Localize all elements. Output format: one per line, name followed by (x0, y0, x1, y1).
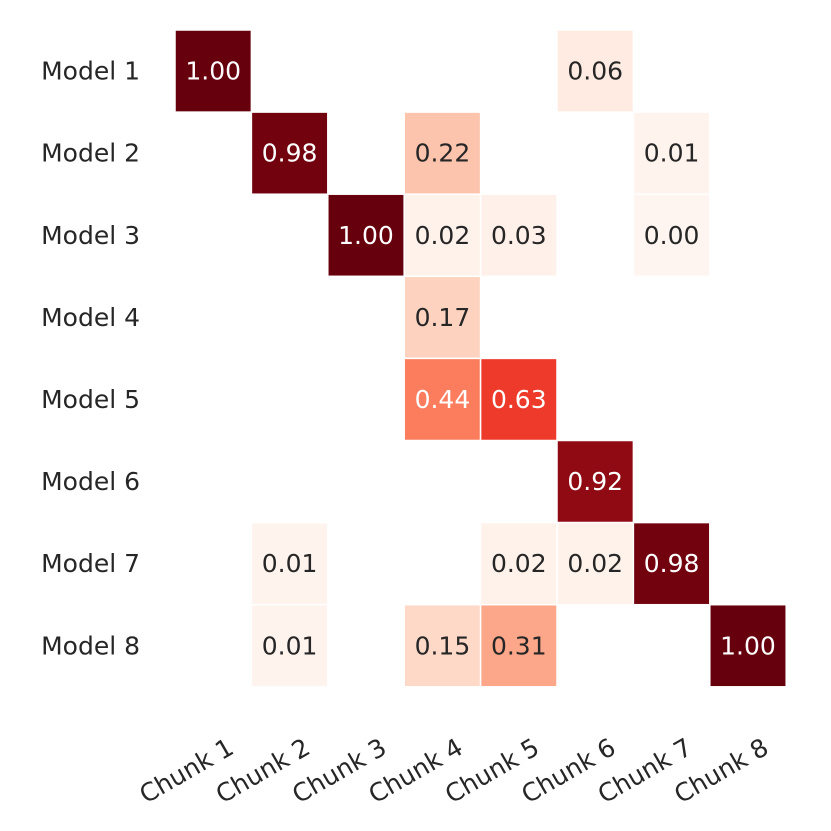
heatmap-cell-r3-c5 (479, 193, 558, 278)
cell-value-r1-c6: 0.06 (567, 57, 623, 86)
row-label-1: Model 1 (41, 57, 140, 86)
cell-value-r8-c2: 0.01 (262, 631, 318, 660)
heatmap-cell-r3-c7 (632, 193, 711, 278)
cell-value-r5-c5: 0.63 (491, 385, 547, 414)
cell-value-r3-c5: 0.03 (491, 221, 547, 250)
heatmap-cell-r4-c4 (403, 275, 482, 360)
cell-value-r3-c7: 0.00 (644, 221, 700, 250)
heatmap-cell-r2-c4 (403, 111, 482, 195)
heatmap-cell-r1-c1 (174, 29, 253, 113)
row-label-7: Model 7 (41, 549, 140, 578)
heatmap-cell-r8-c4 (403, 603, 482, 688)
cell-value-r6-c6: 0.92 (567, 467, 623, 496)
heatmap-cell-r3-c3 (327, 193, 405, 278)
heatmap-cell-r7-c2 (250, 521, 329, 606)
cell-value-r3-c4: 0.02 (415, 221, 471, 250)
heatmap-cell-r8-c2 (250, 603, 329, 688)
row-label-3: Model 3 (41, 221, 140, 250)
cell-value-r2-c7: 0.01 (644, 139, 700, 168)
heatmap-cell-r8-c5 (479, 603, 558, 688)
row-label-8: Model 8 (41, 631, 140, 660)
cell-value-r7-c6: 0.02 (567, 549, 623, 578)
cell-value-r7-c5: 0.02 (491, 549, 547, 578)
cell-value-r8-c8: 1.00 (720, 631, 776, 660)
heatmap-cell-r7-c6 (556, 521, 635, 606)
row-label-6: Model 6 (41, 467, 140, 496)
heatmap-cell-r5-c5 (479, 357, 558, 442)
cell-value-r2-c2: 0.98 (262, 139, 318, 168)
row-label-2: Model 2 (41, 139, 140, 168)
heatmap-cells: 1.00 0.06 0.98 0.22 0.01 1.00 0.02 0.03 0.00 0.17… (174, 29, 787, 688)
cell-value-r7-c2: 0.01 (262, 549, 318, 578)
heatmap-cell-r1-c6 (556, 29, 635, 113)
cell-value-r7-c7: 0.98 (644, 549, 700, 578)
cell-value-r2-c4: 0.22 (415, 139, 471, 168)
row-label-5: Model 5 (41, 385, 140, 414)
row-labels: Model 1 Model 2 Model 3 Model 4 Model 5 Model… (41, 57, 140, 661)
cell-value-r3-c3: 1.00 (338, 221, 394, 250)
cell-value-r8-c5: 0.31 (491, 631, 547, 660)
cell-value-r1-c1: 1.00 (185, 57, 241, 86)
heatmap-cell-r2-c2 (250, 111, 329, 195)
heatmap-cell-r7-c7 (632, 521, 711, 606)
heatmap-cell-r8-c8 (709, 603, 787, 688)
cell-value-r5-c4: 0.44 (415, 385, 471, 414)
cell-value-r4-c4: 0.17 (415, 303, 471, 332)
cell-value-r8-c4: 0.15 (415, 631, 471, 660)
row-label-4: Model 4 (41, 303, 140, 332)
